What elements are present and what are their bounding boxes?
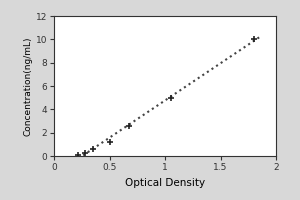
X-axis label: Optical Density: Optical Density [125, 178, 205, 188]
Y-axis label: Concentration(ng/mL): Concentration(ng/mL) [24, 36, 33, 136]
